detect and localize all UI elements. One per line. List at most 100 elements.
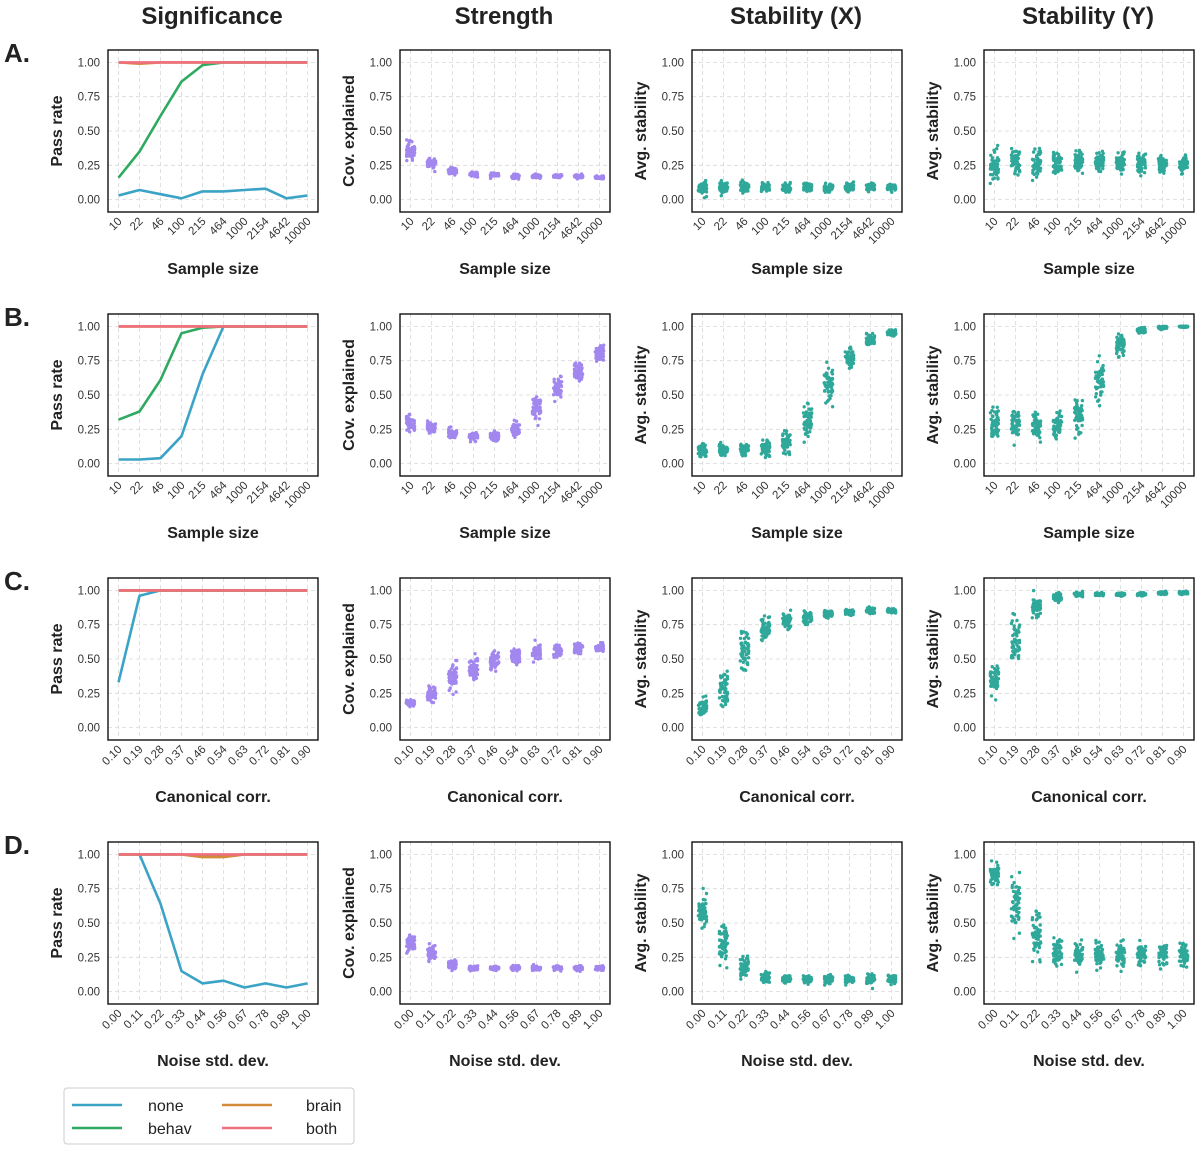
- data-point: [699, 712, 703, 717]
- data-point: [781, 439, 785, 443]
- data-point: [1143, 166, 1148, 170]
- y-tick-label: 0.00: [370, 459, 392, 471]
- data-point: [427, 424, 432, 429]
- x-tick-label: 0.19: [705, 744, 729, 768]
- data-point: [449, 168, 453, 172]
- x-tick-label: 0.46: [476, 744, 500, 768]
- data-point: [552, 377, 556, 381]
- x-axis-label: Canonical corr.: [155, 789, 271, 806]
- data-point: [496, 173, 500, 177]
- data-point: [851, 183, 856, 187]
- x-tick-label: 22: [420, 216, 438, 234]
- data-point: [742, 644, 746, 649]
- data-point: [1120, 156, 1125, 160]
- data-point: [446, 168, 450, 172]
- data-point: [408, 417, 412, 421]
- data-point: [517, 657, 521, 661]
- data-point: [989, 166, 993, 170]
- data-point: [1160, 168, 1164, 172]
- data-point: [530, 175, 535, 180]
- data-point: [447, 172, 451, 176]
- x-axis-label: Canonical corr.: [739, 789, 855, 806]
- x-tick-label: 0.19: [413, 744, 437, 768]
- data-point: [538, 655, 542, 659]
- data-point: [719, 703, 723, 707]
- x-tick-label: 46: [1025, 216, 1043, 234]
- data-point: [745, 661, 749, 666]
- data-point: [992, 410, 997, 414]
- data-point: [803, 181, 807, 185]
- data-point: [1096, 399, 1100, 403]
- x-tick-label: 0.81: [268, 744, 292, 768]
- data-point: [849, 365, 853, 370]
- data-point: [1013, 169, 1017, 173]
- data-point: [1011, 646, 1016, 650]
- data-point: [1182, 159, 1186, 163]
- x-tick-label: 10: [691, 480, 709, 498]
- data-point: [866, 607, 871, 611]
- x-tick-label: 2154: [245, 479, 272, 506]
- data-point: [746, 656, 751, 660]
- data-point: [741, 660, 745, 664]
- data-point: [1038, 169, 1042, 173]
- data-point: [781, 186, 785, 190]
- data-point: [1038, 430, 1042, 434]
- data-point: [411, 151, 416, 155]
- data-point: [404, 417, 409, 421]
- y-tick-label: 1.00: [78, 321, 100, 333]
- data-point: [533, 646, 537, 650]
- plot-frame: [107, 49, 319, 213]
- data-point: [426, 690, 431, 694]
- data-point: [864, 332, 869, 336]
- x-tick-label: 1000: [224, 480, 251, 507]
- data-point: [827, 380, 831, 384]
- data-point: [1164, 163, 1168, 168]
- y-tick-label: 0.00: [78, 723, 100, 735]
- data-point: [601, 174, 605, 178]
- data-point: [408, 430, 412, 434]
- data-point: [830, 183, 835, 187]
- data-point: [990, 434, 994, 438]
- data-point: [574, 371, 578, 375]
- data-point: [724, 181, 728, 186]
- data-point: [701, 451, 706, 456]
- data-point: [1034, 175, 1039, 179]
- data-point: [580, 375, 584, 379]
- data-point: [698, 451, 703, 455]
- y-tick-label: 0.75: [370, 92, 392, 104]
- data-point: [1057, 164, 1062, 168]
- data-point: [514, 661, 519, 665]
- data-point: [990, 681, 994, 685]
- x-tick-label: 2154: [245, 215, 272, 242]
- data-point: [453, 432, 457, 437]
- data-point: [992, 423, 996, 428]
- data-point: [475, 672, 480, 677]
- data-point: [996, 418, 1001, 422]
- data-point: [867, 342, 871, 347]
- data-point: [844, 610, 848, 615]
- x-tick-label: 0.63: [810, 744, 834, 768]
- data-point: [1011, 425, 1016, 430]
- data-point: [580, 645, 585, 649]
- x-tick-label: 215: [771, 480, 793, 502]
- data-point: [890, 190, 894, 194]
- x-tick-label: 0.10: [392, 744, 416, 768]
- data-point: [1100, 372, 1105, 377]
- data-point: [1056, 430, 1061, 434]
- data-point: [599, 351, 603, 355]
- data-point: [1074, 149, 1078, 153]
- data-point: [538, 643, 542, 647]
- x-tick-label: 100: [166, 216, 188, 238]
- data-point: [1080, 423, 1084, 428]
- data-point: [1059, 156, 1064, 161]
- data-point: [806, 423, 810, 427]
- data-point: [759, 618, 763, 622]
- y-tick-label: 0.00: [662, 195, 684, 207]
- data-point: [1012, 149, 1016, 154]
- data-point: [1035, 171, 1039, 175]
- data-point: [559, 173, 564, 178]
- data-point: [1160, 165, 1164, 169]
- data-point: [493, 665, 497, 669]
